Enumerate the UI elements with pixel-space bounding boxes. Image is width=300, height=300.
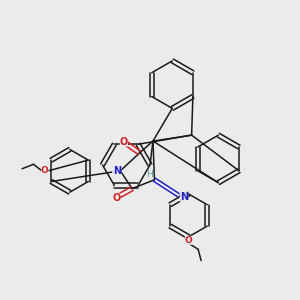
Text: O: O: [120, 137, 128, 147]
Text: N: N: [112, 166, 121, 176]
Text: N: N: [180, 192, 188, 202]
Text: O: O: [112, 193, 121, 203]
Text: O: O: [41, 166, 49, 175]
Text: O: O: [185, 236, 193, 245]
Text: H: H: [147, 170, 153, 179]
